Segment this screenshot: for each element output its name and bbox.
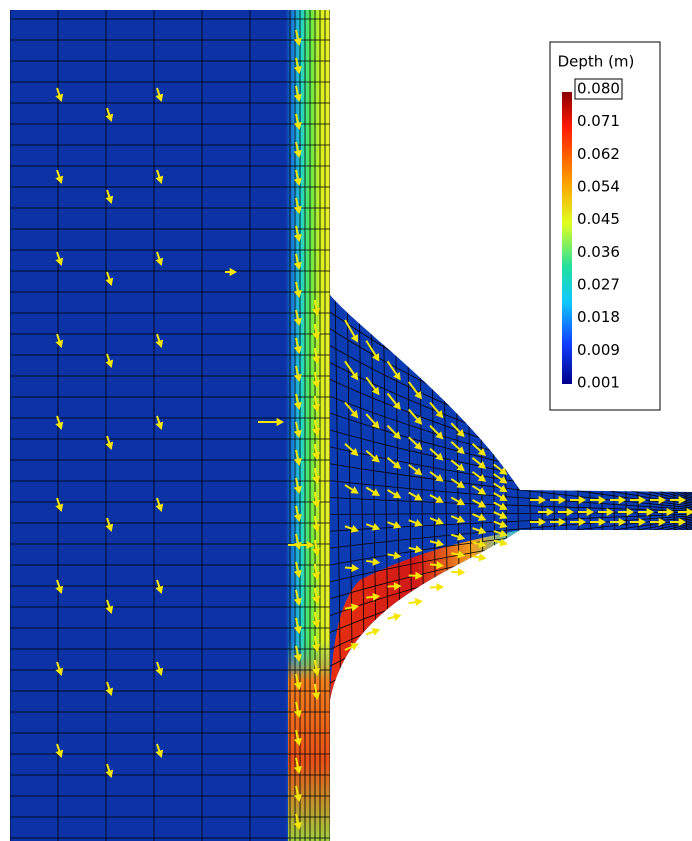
- colorbar-label: 0.027: [577, 276, 620, 294]
- arrow-head: [459, 570, 464, 575]
- colorbar-label: 0.018: [577, 308, 620, 326]
- arrow-head: [501, 540, 506, 545]
- arrow-head: [437, 585, 442, 590]
- arrow-head: [480, 555, 485, 560]
- colorbar-label: 0.054: [577, 178, 620, 196]
- colorbar-label: 0.009: [577, 341, 620, 359]
- colorbar: [562, 92, 572, 384]
- colorbar-label: 0.062: [577, 145, 620, 163]
- colorbar-label: 0.045: [577, 210, 620, 228]
- arrow-head: [395, 614, 400, 619]
- arrow-head: [373, 629, 378, 634]
- depth-view: Depth (m) 0.080 0.071 0.062 0.054 0.045 0.036…: [0, 0, 692, 841]
- colorbar-label: 0.036: [577, 243, 620, 261]
- arrow-head: [352, 644, 357, 648]
- colorbar-label: 0.071: [577, 112, 620, 130]
- colorbar-title: Depth (m): [558, 53, 635, 71]
- colorbar-label: 0.001: [577, 374, 620, 392]
- colorbar-label: 0.080: [577, 80, 620, 98]
- page: Depth (m) 0.080 0.071 0.062 0.054 0.045 0.036…: [0, 0, 692, 841]
- arrow-head: [416, 600, 421, 605]
